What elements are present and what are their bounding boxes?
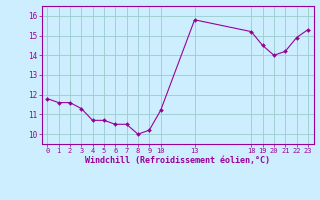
X-axis label: Windchill (Refroidissement éolien,°C): Windchill (Refroidissement éolien,°C) bbox=[85, 156, 270, 165]
